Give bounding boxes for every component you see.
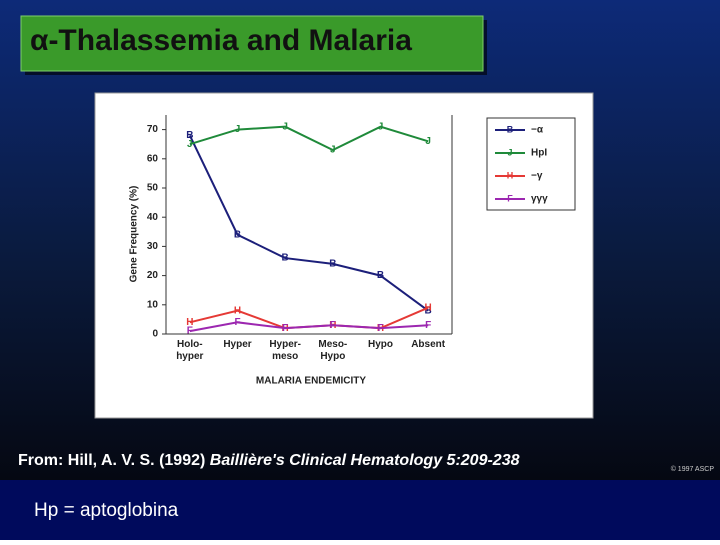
point-marker: H (234, 305, 241, 316)
legend-label: −γ (531, 171, 543, 182)
copyright: © 1997 ASCP (671, 465, 715, 473)
point-marker: J (330, 145, 336, 156)
source-citation: Baillière's Clinical Hematology 5:209-23… (210, 452, 520, 469)
point-marker: H (186, 317, 193, 328)
legend-label: HpI (531, 148, 547, 159)
point-marker: J (235, 124, 241, 135)
point-marker: B (234, 229, 241, 240)
legend-marker: H (507, 170, 514, 180)
x-tick-label: Hypo (368, 339, 393, 350)
y-axis-label: Gene Frequency (%) (129, 186, 140, 283)
legend-box (486, 117, 576, 211)
footer-note: Hp = aptoglobina (34, 500, 179, 521)
source-prefix: From: Hill, A. V. S. (1992) (18, 452, 210, 469)
chart-panel (94, 92, 594, 419)
series-line (189, 321, 429, 333)
y-tick-label: 10 (147, 299, 159, 310)
x-axis-label: MALARIA ENDEMICITY (256, 376, 367, 387)
y-tick-label: 30 (147, 241, 159, 252)
legend-marker: J (507, 147, 512, 157)
x-tick-label: Hyper- meso (269, 339, 301, 362)
y-tick-label: 50 (147, 183, 159, 194)
point-marker: F (377, 323, 383, 334)
point-marker: B (282, 253, 289, 264)
x-tick-label: Meso- Hypo (318, 339, 348, 362)
point-marker: B (377, 270, 384, 281)
x-tick-label: Absent (411, 339, 446, 350)
point-marker: H (425, 302, 432, 313)
slide-title: α-Thalassemia and Malaria (30, 24, 412, 57)
point-marker: J (425, 136, 431, 147)
legend-marker: F (507, 193, 513, 203)
legend-marker: B (507, 124, 514, 134)
point-marker: F (234, 317, 240, 328)
point-marker: F (330, 320, 336, 331)
series-line (189, 125, 429, 152)
legend-label: γγγ (531, 194, 548, 205)
footer-band (0, 480, 720, 540)
x-tick-label: Holo- hyper (176, 339, 204, 362)
point-marker: B (186, 130, 193, 141)
x-tick-label: Hyper (223, 339, 252, 350)
point-marker: B (425, 305, 432, 316)
y-tick-label: 0 (152, 329, 158, 340)
point-marker: J (282, 121, 288, 132)
y-tick-label: 20 (147, 270, 159, 281)
source: From: Hill, A. V. S. (1992) Baillière's … (18, 452, 520, 469)
title-box (20, 15, 484, 72)
legend-label: −α (531, 125, 544, 136)
y-tick-label: 70 (147, 124, 159, 135)
point-marker: B (329, 259, 336, 270)
point-marker: J (187, 139, 193, 150)
point-marker: F (282, 323, 288, 334)
series-line (188, 135, 429, 312)
point-marker: F (425, 320, 431, 331)
point-marker: J (378, 121, 384, 132)
y-tick-label: 40 (147, 212, 159, 223)
y-tick-label: 60 (147, 153, 159, 164)
point-marker: F (187, 326, 193, 337)
